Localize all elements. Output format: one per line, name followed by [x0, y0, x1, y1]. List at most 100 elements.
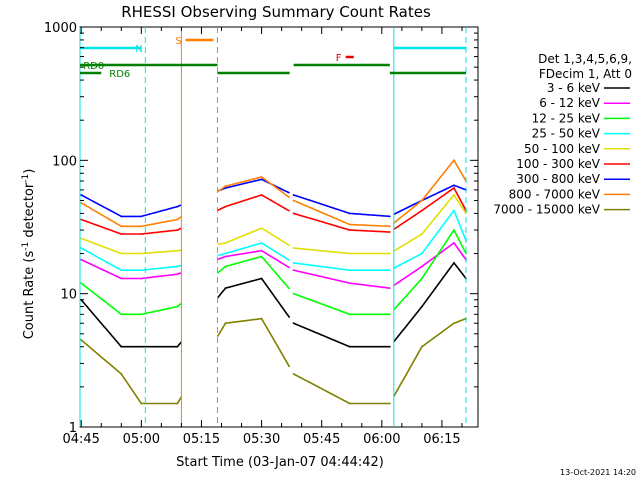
series-2-point-1	[120, 313, 123, 316]
series-3-group	[80, 209, 467, 272]
series-5-point-2	[140, 233, 143, 235]
series-8-line-segment-1	[216, 317, 291, 368]
series-4-point-8	[388, 252, 391, 255]
series-3-point-1	[120, 269, 123, 272]
series-0-point-4	[224, 287, 227, 289]
series-5-point-8	[388, 231, 391, 233]
series-3-point-5	[260, 242, 263, 244]
series-4-point-7	[348, 252, 351, 255]
series-1-point-6	[292, 269, 295, 272]
series-8-point-1	[120, 373, 123, 375]
y-axis-label-part2: detector	[22, 182, 37, 242]
series-0-line-segment-2	[293, 322, 390, 348]
series-3-point-2	[140, 269, 143, 272]
series-6-point-10	[453, 184, 455, 187]
series-5-point-10	[453, 187, 455, 189]
series-8-point-6	[292, 373, 295, 375]
x-tick-label-5: 06:00	[363, 432, 400, 447]
series-0-point-8	[388, 345, 391, 348]
series-4-point-2	[140, 252, 143, 255]
flag-label-s: S	[175, 36, 181, 47]
legend-label-5: 100 - 300 keV	[516, 157, 600, 171]
series-2-line-segment-0	[80, 282, 182, 316]
legend-label-4: 50 - 100 keV	[524, 142, 601, 156]
series-2-point-6	[292, 292, 295, 295]
series-8-point-5	[260, 317, 263, 320]
series-8-group	[80, 317, 467, 405]
legend: Det 1,3,4,5,6,9, FDecim 1, Att 0 3 - 6 k…	[493, 52, 632, 217]
series-7-line-segment-1	[217, 176, 291, 199]
series-6-line-segment-1	[217, 178, 290, 194]
series-4-line-segment-1	[217, 227, 291, 247]
series-6-point-6	[292, 194, 295, 196]
series-7-point-9	[421, 199, 423, 202]
series-4-line-segment-2	[293, 247, 390, 255]
flags-layer: N S F RD0 RD6	[79, 27, 467, 427]
series-7-line-segment-0	[80, 202, 182, 228]
chart-title: RHESSI Observing Summary Count Rates	[121, 3, 431, 21]
series-7-point-8	[388, 225, 391, 228]
series-7-group	[80, 158, 467, 228]
series-4-point-6	[292, 247, 295, 249]
y-axis-label-part3: )	[22, 169, 37, 174]
y-tick-label-3: 1000	[44, 21, 77, 36]
flag-label-rd6: RD6	[109, 69, 130, 80]
legend-label-1: 6 - 12 keV	[539, 96, 601, 110]
series-2-point-9	[421, 277, 423, 280]
series-1-point-0	[80, 258, 83, 261]
series-4-point-1	[120, 252, 123, 255]
series-2-point-11	[465, 252, 467, 255]
series-8-line-segment-0	[80, 339, 183, 405]
series-8-line-segment-2	[293, 373, 390, 405]
series-1-point-5	[260, 249, 263, 252]
series-6-point-7	[348, 212, 351, 215]
series-3-point-9	[421, 252, 423, 255]
series-8-point-7	[348, 402, 351, 405]
legend-label-7: 800 - 7000 keV	[509, 187, 601, 201]
series-6-line-segment-2	[293, 194, 390, 218]
series-1-point-2	[140, 277, 143, 280]
series-1-line-segment-0	[80, 258, 182, 280]
series-4-group	[80, 193, 467, 255]
series-2-point-8	[388, 313, 391, 316]
series-5-point-3	[176, 229, 179, 232]
series-3-point-4	[224, 252, 227, 255]
series-3-line-segment-3	[393, 209, 467, 269]
y-axis-label-sup1: -1	[21, 242, 31, 251]
x-tick-label-3: 05:30	[243, 432, 280, 447]
series-8-point-3	[176, 402, 179, 405]
series-1-point-3	[176, 273, 179, 276]
series-0-line-segment-0	[80, 299, 183, 348]
flag-label-rd0: RD0	[83, 61, 104, 72]
series-2-line-segment-2	[293, 292, 390, 316]
series-1-point-10	[453, 242, 455, 244]
legend-header-line-1: Det 1,3,4,5,6,9,	[538, 52, 632, 66]
footer-date: 13-Oct-2021 14:20	[560, 468, 636, 477]
series-2-point-7	[348, 313, 351, 316]
y-axis-label-part1: Count Rate (s	[22, 251, 37, 340]
series-0-line-segment-3	[393, 261, 467, 343]
data-layer	[80, 158, 467, 405]
series-6-point-3	[176, 205, 179, 208]
legend-header-line-2: FDecim 1, Att 0	[539, 67, 632, 81]
series-2-line-segment-1	[217, 255, 291, 290]
series-5-point-6	[292, 212, 295, 215]
flag-label-n: N	[135, 44, 142, 55]
series-7-point-10	[453, 159, 455, 162]
series-2-group	[80, 228, 467, 316]
series-5-line-segment-0	[80, 218, 182, 235]
series-3-point-3	[176, 265, 179, 268]
series-5-line-segment-1	[217, 194, 291, 212]
series-1-point-9	[421, 265, 423, 268]
x-tick-label-1: 05:00	[123, 432, 160, 447]
series-3-line-segment-1	[217, 242, 291, 262]
series-2-point-5	[260, 255, 263, 258]
series-7-point-2	[140, 225, 143, 228]
series-6-point-2	[140, 215, 143, 218]
series-7-point-1	[120, 225, 123, 228]
series-8-point-9	[421, 345, 423, 348]
y-tick-label-0: 1	[69, 421, 77, 436]
series-5-point-7	[348, 229, 351, 232]
